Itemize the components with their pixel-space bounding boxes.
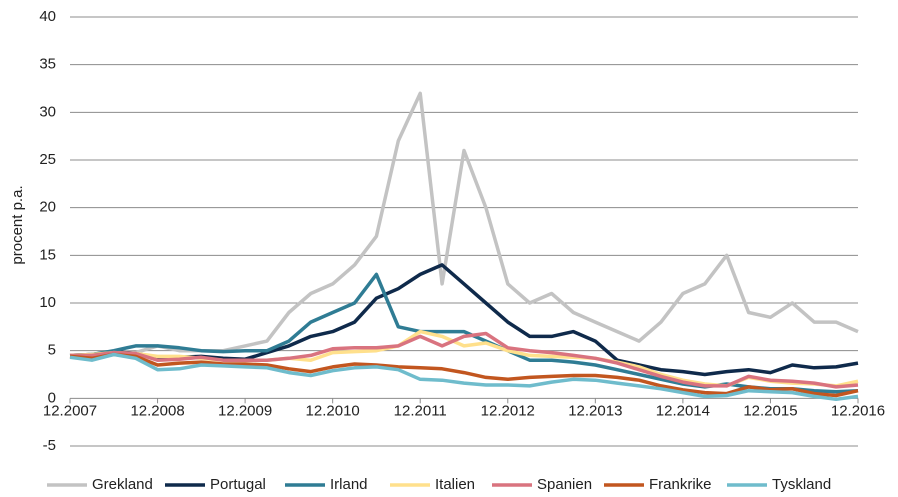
x-tick-label: 12.2014 (656, 402, 710, 419)
legend-label: Tyskland (772, 476, 831, 493)
y-tick-label: 25 (39, 151, 56, 168)
y-tick-label: 5 (48, 342, 56, 359)
x-tick-label: 12.2008 (130, 402, 184, 419)
y-tick-label: 40 (39, 8, 56, 25)
legend-label: Frankrike (649, 476, 712, 493)
legend-label: Italien (435, 476, 475, 493)
y-tick-label: 20 (39, 199, 56, 216)
y-tick-label: 35 (39, 56, 56, 73)
legend-label: Irland (330, 476, 368, 493)
x-tick-label: 12.2011 (394, 402, 447, 419)
x-tick-label: 12.2007 (43, 402, 97, 419)
x-tick-label: 12.2009 (218, 402, 272, 419)
series-line (69, 352, 859, 398)
x-tick-label: 12.2013 (568, 402, 622, 419)
x-tick-label: 12.2012 (481, 402, 535, 419)
y-tick-label: 10 (39, 294, 56, 311)
legend-label: Grekland (92, 476, 153, 493)
y-tick-label: -5 (43, 437, 56, 454)
series-line (69, 352, 859, 402)
y-tick-label: 15 (39, 246, 56, 263)
x-tick-label: 12.2016 (831, 402, 885, 419)
y-axis-label: procent p.a. (9, 185, 26, 264)
x-tick-label: 12.2015 (743, 402, 797, 419)
y-tick-label: 0 (48, 389, 56, 406)
x-tick-label: 12.2010 (306, 402, 360, 419)
series-line (70, 331, 859, 389)
legend-label: Portugal (210, 476, 266, 493)
series-line (70, 91, 859, 358)
legend-label: Spanien (537, 476, 592, 493)
y-tick-label: 30 (39, 103, 56, 120)
